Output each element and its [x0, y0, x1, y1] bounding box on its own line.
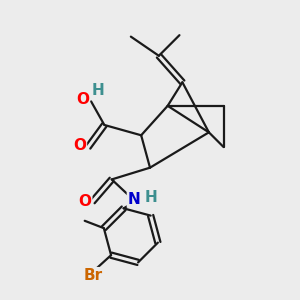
Text: N: N — [128, 192, 140, 207]
Text: O: O — [74, 138, 86, 153]
Text: Br: Br — [84, 268, 103, 283]
Text: O: O — [79, 194, 92, 209]
Text: H: H — [144, 190, 157, 206]
Text: H: H — [91, 83, 104, 98]
Text: O: O — [76, 92, 89, 107]
